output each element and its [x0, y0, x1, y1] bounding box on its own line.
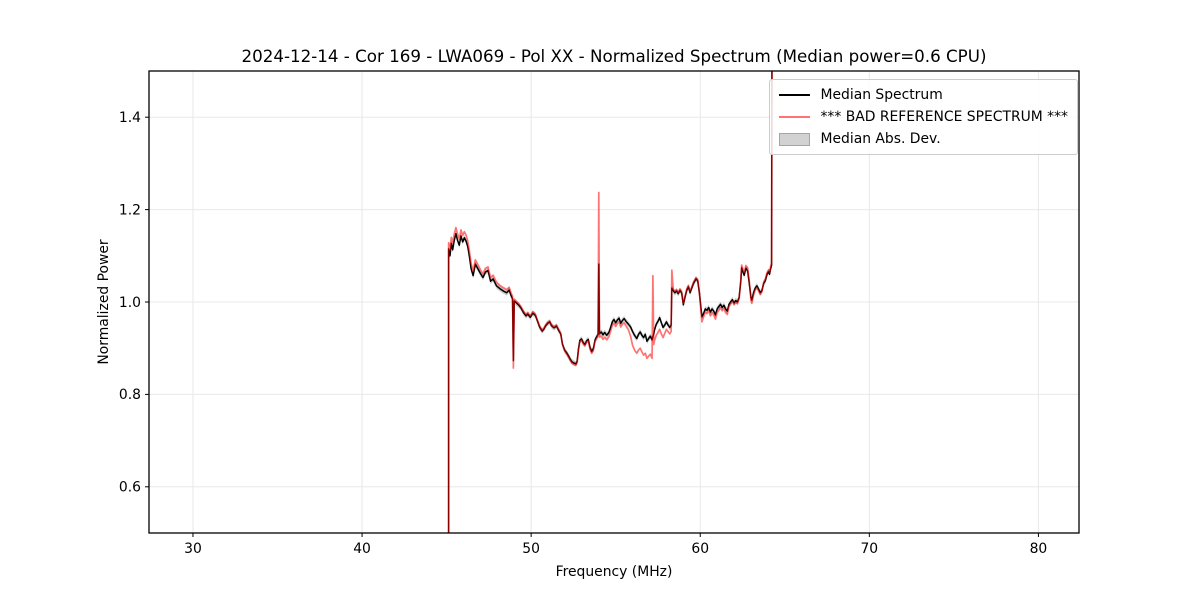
y-tick-label: 0.8 [119, 387, 141, 403]
x-tick-label: 80 [1030, 541, 1048, 557]
x-tick-label: 50 [522, 541, 540, 557]
legend: Median Spectrum *** BAD REFERENCE SPECTR… [769, 79, 1078, 155]
x-tick-label: 40 [353, 541, 371, 557]
median-abs-dev-patch-sample-icon [779, 132, 811, 146]
legend-entry-median-spectrum: Median Spectrum [779, 87, 1068, 103]
x-tick-label: 70 [860, 541, 878, 557]
legend-entry-bad-reference: *** BAD REFERENCE SPECTRUM *** [779, 109, 1068, 125]
legend-label-median-spectrum: Median Spectrum [820, 87, 943, 103]
x-tick-label: 30 [184, 541, 202, 557]
x-tick-label: 60 [691, 541, 709, 557]
y-tick-label: 0.6 [119, 480, 141, 496]
tick-marks [145, 116, 1039, 537]
legend-label-median-abs-dev: Median Abs. Dev. [820, 131, 941, 147]
median-spectrum-line-sample-icon [779, 94, 811, 96]
chart-title: 2024-12-14 - Cor 169 - LWA069 - Pol XX -… [241, 46, 987, 66]
y-tick-label: 1.2 [119, 202, 141, 218]
x-axis-label: Frequency (MHz) [555, 564, 673, 580]
y-tick-label: 1.4 [119, 110, 141, 126]
bad-reference-spectrum-line [447, 71, 773, 533]
legend-label-bad-reference: *** BAD REFERENCE SPECTRUM *** [820, 109, 1068, 125]
legend-entry-median-abs-dev: Median Abs. Dev. [779, 131, 1068, 147]
bad-reference-line-sample-icon [779, 116, 811, 118]
y-tick-label: 1.0 [119, 295, 141, 311]
y-axis-label: Normalized Power [96, 239, 112, 365]
